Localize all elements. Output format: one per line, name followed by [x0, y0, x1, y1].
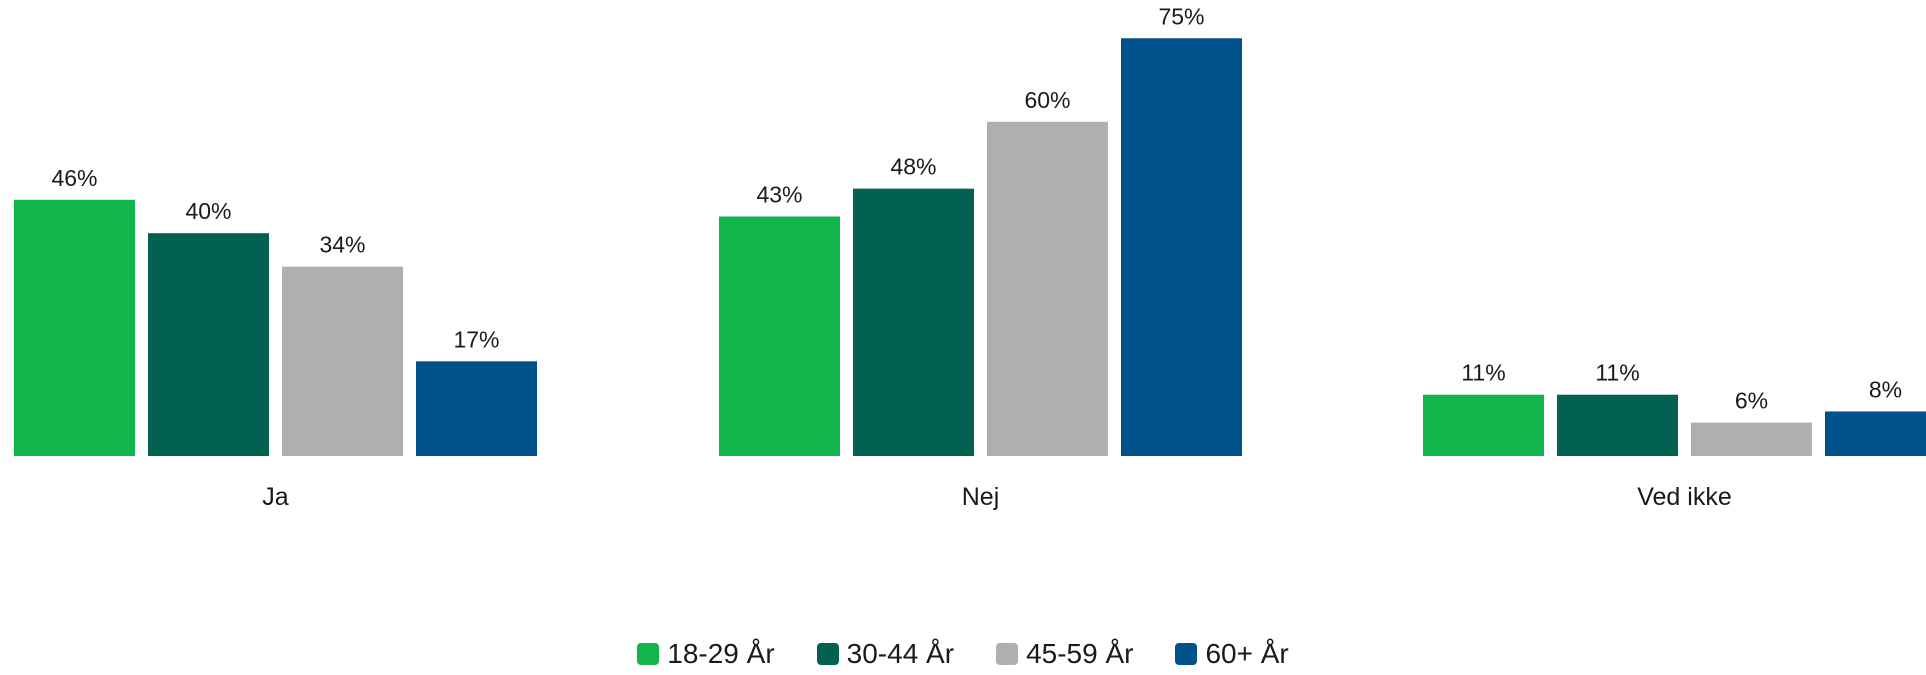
- legend-swatch: [1175, 643, 1198, 665]
- legend-item: 45-59 År: [996, 638, 1133, 670]
- legend-item: 60+ År: [1175, 638, 1289, 670]
- bar-ved-ikke-series-2: [1557, 394, 1678, 456]
- legend: 18-29 År 30-44 År 45-59 År 60+ År: [0, 638, 1926, 670]
- data-label: 17%: [453, 326, 499, 352]
- data-label: 8%: [1869, 376, 1902, 402]
- data-label: 48%: [890, 154, 936, 180]
- bar-ved-ikke-series-4: [1825, 411, 1926, 456]
- legend-label: 45-59 År: [1026, 638, 1134, 669]
- data-label: 34%: [319, 232, 365, 258]
- bar-nej-series-3: [987, 121, 1108, 457]
- data-label: 60%: [1024, 87, 1070, 113]
- data-label: 40%: [185, 198, 231, 224]
- data-label: 11%: [1461, 360, 1505, 386]
- category-label: Ja: [262, 483, 289, 511]
- legend-label: 60+ År: [1205, 638, 1289, 669]
- data-label: 11%: [1595, 360, 1639, 386]
- legend-item: 18-29 År: [637, 638, 775, 670]
- data-label: 43%: [756, 181, 802, 207]
- data-label: 46%: [51, 165, 97, 191]
- legend-item: 30-44 År: [816, 638, 955, 670]
- legend-swatch: [637, 643, 660, 665]
- bar-nej-series-2: [853, 188, 974, 456]
- bar-ja-series-3: [282, 266, 403, 456]
- category-label: Nej: [962, 483, 1000, 511]
- legend-swatch: [996, 643, 1019, 665]
- bar-nej-series-1: [719, 216, 840, 456]
- legend-swatch: [816, 643, 839, 665]
- category-label: Ved ikke: [1637, 483, 1732, 511]
- bar-ja-series-1: [14, 199, 135, 456]
- legend-label: 18-29 År: [667, 638, 775, 669]
- data-label: 75%: [1158, 3, 1204, 29]
- legend-label: 30-44 År: [846, 638, 955, 669]
- bar-nej-series-4: [1121, 38, 1242, 456]
- bar-ved-ikke-series-1: [1423, 394, 1544, 456]
- data-label: 6%: [1735, 388, 1768, 414]
- bar-ja-series-2: [148, 233, 269, 456]
- bar-chart: 46% 40% 34% 17% Ja 43% 48% 60% 75% Nej 11% 11% 6% 8% V…: [14, 3, 1926, 511]
- bar-ved-ikke-series-3: [1691, 422, 1812, 456]
- bar-ja-series-4: [416, 361, 537, 456]
